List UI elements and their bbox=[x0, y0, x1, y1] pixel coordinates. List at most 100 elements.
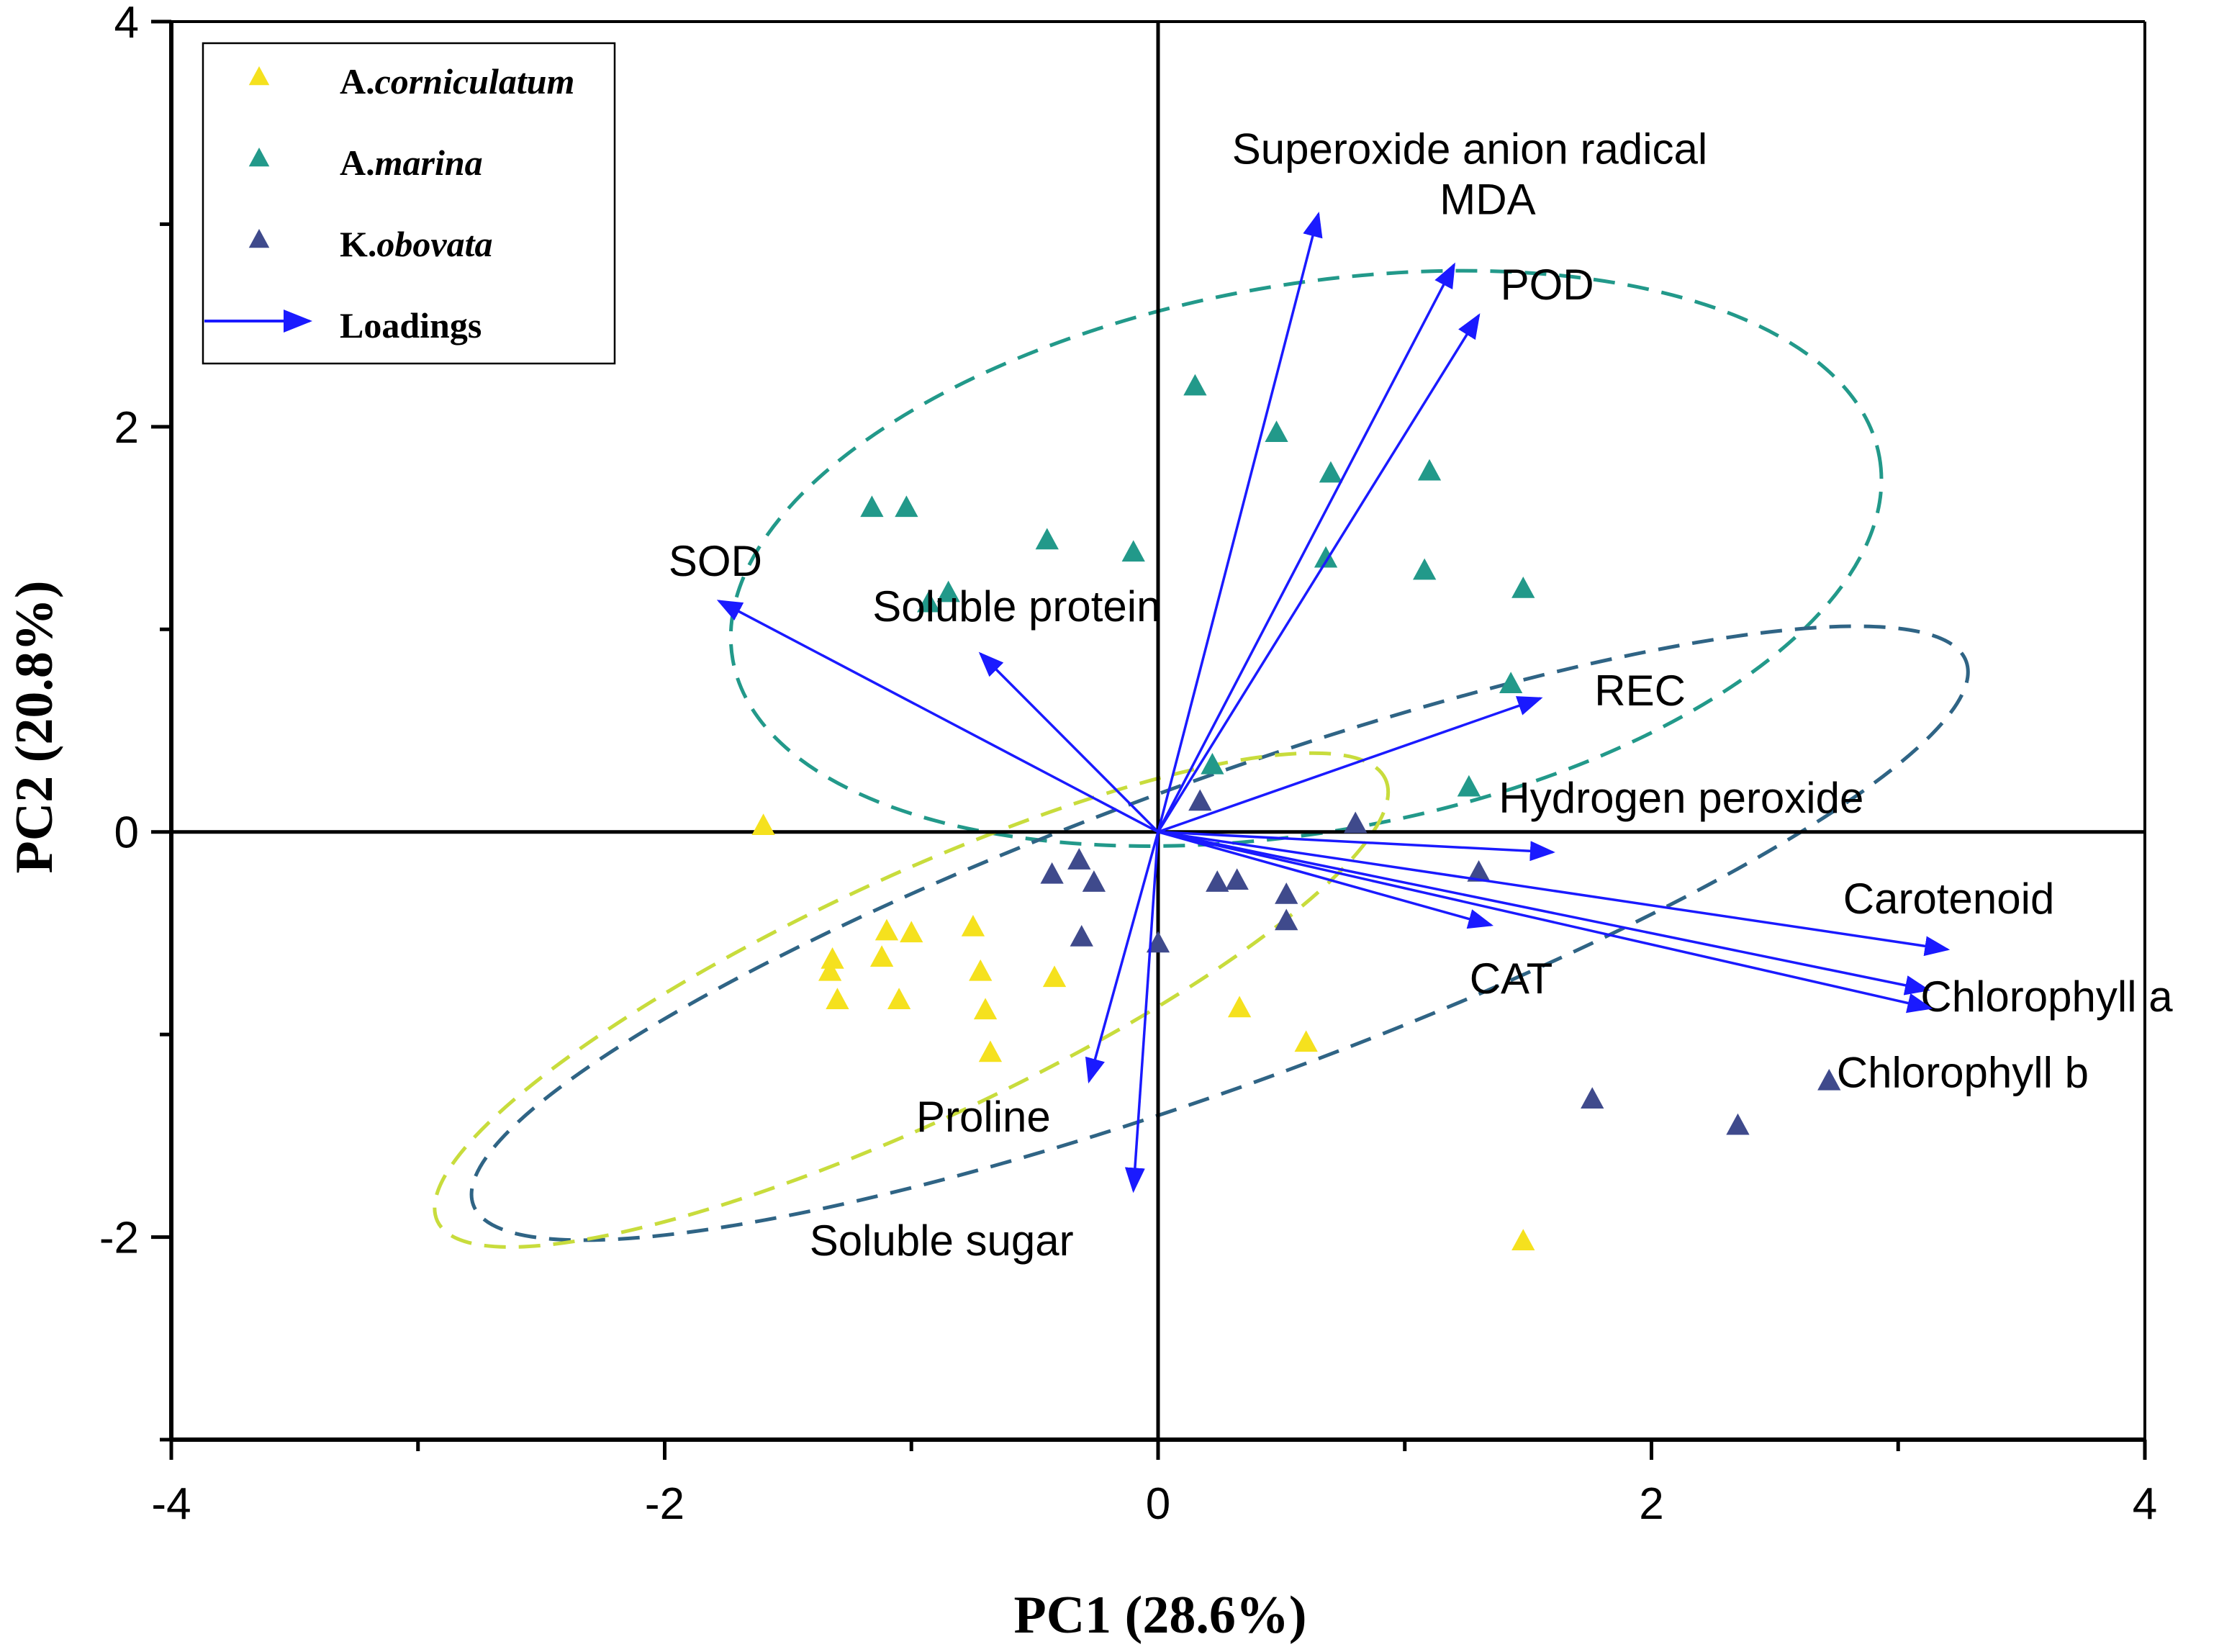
data-point bbox=[1467, 860, 1491, 882]
x-tick-label: -4 bbox=[151, 1479, 191, 1529]
data-point bbox=[1499, 672, 1523, 694]
loading-label: POD bbox=[1501, 261, 1594, 309]
loading-label: Superoxide anion radical bbox=[1232, 125, 1707, 173]
data-point bbox=[1413, 558, 1437, 580]
data-point bbox=[1146, 931, 1170, 953]
data-point bbox=[751, 813, 775, 836]
data-point bbox=[1581, 1087, 1604, 1109]
data-point bbox=[818, 959, 842, 981]
data-point bbox=[826, 988, 849, 1010]
legend-label-prefix: K. bbox=[340, 224, 376, 264]
loading-label: Proline bbox=[916, 1093, 1051, 1141]
data-point bbox=[978, 1040, 1003, 1062]
legend-marker bbox=[248, 66, 270, 86]
data-point bbox=[869, 945, 894, 967]
data-point bbox=[1042, 965, 1067, 988]
loading-arrow bbox=[1157, 696, 1543, 834]
y-tick-label: 2 bbox=[114, 403, 139, 453]
data-point bbox=[1183, 374, 1207, 396]
confidence-ellipses bbox=[433, 268, 1970, 1249]
data-point bbox=[1201, 752, 1224, 775]
legend-marker bbox=[248, 148, 270, 167]
legend-label-name: corniculatum bbox=[375, 61, 575, 101]
x-tick-label: -2 bbox=[645, 1479, 684, 1529]
y-tick-label: 0 bbox=[114, 808, 139, 858]
data-point bbox=[1188, 789, 1212, 811]
loading-arrow bbox=[716, 600, 1159, 834]
data-point bbox=[1082, 870, 1106, 892]
y-tick-label: 4 bbox=[114, 0, 139, 48]
x-tick-label: 4 bbox=[2133, 1479, 2157, 1529]
data-point bbox=[900, 921, 923, 943]
data-point bbox=[875, 918, 899, 941]
data-point bbox=[1040, 862, 1064, 884]
data-point bbox=[1417, 459, 1442, 481]
legend-label: A.marina bbox=[340, 143, 483, 183]
loading-arrow bbox=[1124, 831, 1160, 1193]
loading-arrow bbox=[1157, 831, 1933, 1014]
loading-label: Carotenoid bbox=[1843, 875, 2055, 923]
legend-box bbox=[202, 42, 616, 365]
data-point bbox=[1275, 908, 1298, 931]
data-point bbox=[1344, 811, 1368, 834]
data-point bbox=[1314, 546, 1338, 568]
data-point bbox=[1511, 1229, 1535, 1250]
scatter-points bbox=[751, 374, 1841, 1250]
legend-label: A.corniculatum bbox=[340, 61, 574, 101]
data-point bbox=[936, 580, 960, 602]
data-point bbox=[917, 590, 941, 613]
data-point bbox=[887, 988, 911, 1010]
loading-label: Chlorophyll b bbox=[1837, 1049, 2089, 1097]
x-tick-label: 0 bbox=[1146, 1479, 1170, 1529]
data-point bbox=[1225, 868, 1249, 890]
loading-arrow bbox=[1157, 830, 1951, 957]
y-axis-label: PC2 (20.8%) bbox=[5, 581, 64, 874]
loading-arrow bbox=[1157, 830, 1555, 862]
data-point bbox=[1265, 420, 1288, 443]
data-point bbox=[1121, 540, 1145, 562]
legend-loadings-label: Loadings bbox=[340, 305, 482, 346]
x-axis-label: PC1 (28.6%) bbox=[1014, 1586, 1307, 1645]
data-point bbox=[961, 914, 985, 936]
loading-arrow bbox=[1157, 262, 1455, 833]
loading-label: REC bbox=[1594, 667, 1686, 715]
loading-label: Hydrogen peroxide bbox=[1499, 774, 1863, 822]
data-point bbox=[1319, 461, 1343, 483]
data-point bbox=[1067, 848, 1091, 870]
data-point bbox=[1275, 882, 1298, 904]
loading-arrow bbox=[1157, 830, 1930, 996]
loading-arrow bbox=[978, 651, 1160, 833]
data-point bbox=[821, 947, 844, 969]
loading-label: CAT bbox=[1470, 954, 1553, 1003]
data-point bbox=[1070, 925, 1093, 947]
data-point bbox=[1726, 1113, 1750, 1135]
y-tick-label: -2 bbox=[99, 1214, 139, 1263]
data-point bbox=[1294, 1030, 1318, 1052]
loading-label: Soluble protein bbox=[872, 582, 1160, 631]
loading-label: MDA bbox=[1440, 176, 1535, 224]
data-point bbox=[860, 495, 884, 518]
data-point bbox=[973, 998, 998, 1020]
legend-label-name: marina bbox=[375, 143, 483, 183]
confidence-ellipse bbox=[433, 751, 1391, 1249]
x-tick-label: 2 bbox=[1639, 1479, 1663, 1529]
loading-label: Soluble sugar bbox=[810, 1217, 1074, 1265]
legend-marker bbox=[248, 229, 270, 248]
data-point bbox=[1457, 775, 1481, 797]
data-point bbox=[1511, 577, 1535, 598]
loading-label: SOD bbox=[669, 537, 762, 585]
loading-arrow bbox=[1157, 211, 1323, 833]
data-point bbox=[1227, 996, 1252, 1018]
legend-label-name: obovata bbox=[376, 224, 492, 264]
data-point bbox=[1817, 1068, 1841, 1091]
axes: -4 -2 0 2 4 -2 0 2 4 bbox=[99, 0, 2157, 1529]
data-point bbox=[1206, 870, 1229, 892]
legend-label-prefix: A. bbox=[340, 143, 375, 183]
loading-arrow bbox=[1157, 313, 1481, 833]
loading-label: Chlorophyll a bbox=[1920, 972, 2173, 1021]
legend-label: K.obovata bbox=[340, 224, 493, 264]
